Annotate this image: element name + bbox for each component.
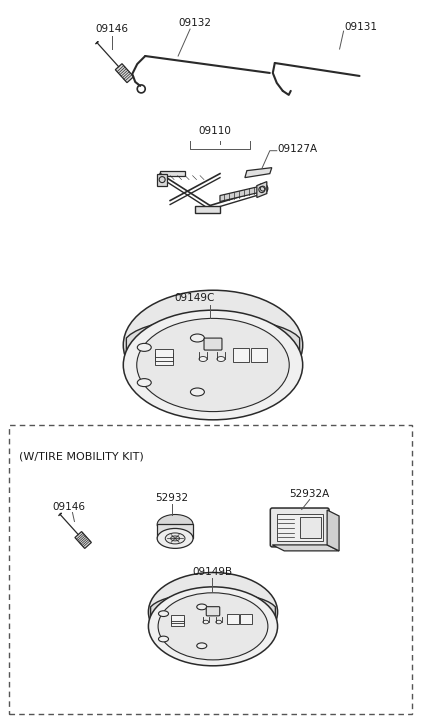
FancyBboxPatch shape bbox=[171, 618, 184, 624]
FancyBboxPatch shape bbox=[155, 349, 173, 357]
Ellipse shape bbox=[165, 533, 185, 544]
Text: 52932A: 52932A bbox=[290, 489, 330, 499]
Polygon shape bbox=[220, 185, 263, 201]
Polygon shape bbox=[75, 531, 91, 548]
Ellipse shape bbox=[149, 572, 277, 651]
Ellipse shape bbox=[199, 356, 207, 361]
Ellipse shape bbox=[137, 379, 151, 387]
Polygon shape bbox=[160, 171, 185, 176]
Ellipse shape bbox=[149, 587, 277, 666]
Bar bbox=[9, 425, 412, 714]
Text: 09127A: 09127A bbox=[278, 144, 318, 153]
Text: 09146: 09146 bbox=[96, 24, 129, 34]
Text: 09131: 09131 bbox=[344, 22, 378, 32]
Polygon shape bbox=[157, 524, 193, 539]
Ellipse shape bbox=[137, 318, 289, 411]
Ellipse shape bbox=[157, 529, 193, 548]
Polygon shape bbox=[151, 593, 275, 622]
Text: 09110: 09110 bbox=[199, 126, 232, 136]
FancyBboxPatch shape bbox=[155, 357, 173, 365]
Ellipse shape bbox=[123, 310, 303, 419]
Text: (W/TIRE MOBILITY KIT): (W/TIRE MOBILITY KIT) bbox=[19, 451, 144, 462]
Ellipse shape bbox=[171, 536, 180, 541]
Polygon shape bbox=[257, 182, 267, 198]
Polygon shape bbox=[245, 168, 272, 177]
FancyBboxPatch shape bbox=[171, 621, 184, 627]
Ellipse shape bbox=[190, 388, 204, 396]
FancyBboxPatch shape bbox=[227, 614, 239, 624]
FancyBboxPatch shape bbox=[270, 508, 329, 547]
Text: 09149C: 09149C bbox=[175, 293, 215, 303]
Polygon shape bbox=[272, 545, 339, 551]
Ellipse shape bbox=[217, 356, 225, 361]
Ellipse shape bbox=[137, 343, 151, 351]
FancyBboxPatch shape bbox=[277, 514, 323, 541]
Ellipse shape bbox=[157, 515, 193, 534]
Circle shape bbox=[258, 184, 268, 193]
Polygon shape bbox=[195, 206, 220, 214]
FancyBboxPatch shape bbox=[206, 606, 220, 616]
Polygon shape bbox=[115, 64, 133, 83]
Text: 52932: 52932 bbox=[156, 493, 189, 502]
Ellipse shape bbox=[158, 636, 168, 642]
Ellipse shape bbox=[216, 620, 221, 624]
FancyBboxPatch shape bbox=[251, 348, 267, 362]
FancyBboxPatch shape bbox=[300, 517, 320, 538]
FancyBboxPatch shape bbox=[204, 338, 222, 350]
FancyBboxPatch shape bbox=[155, 353, 173, 361]
Ellipse shape bbox=[197, 604, 207, 610]
Ellipse shape bbox=[197, 643, 207, 648]
Ellipse shape bbox=[158, 593, 268, 660]
Text: 09146: 09146 bbox=[52, 502, 85, 512]
Ellipse shape bbox=[158, 611, 168, 616]
Polygon shape bbox=[327, 510, 339, 551]
FancyBboxPatch shape bbox=[157, 174, 167, 185]
Ellipse shape bbox=[190, 334, 204, 342]
Text: 09132: 09132 bbox=[179, 18, 211, 28]
Text: 09149B: 09149B bbox=[192, 567, 232, 577]
Ellipse shape bbox=[123, 290, 303, 400]
Polygon shape bbox=[126, 318, 300, 358]
Ellipse shape bbox=[203, 620, 209, 624]
FancyBboxPatch shape bbox=[233, 348, 249, 362]
FancyBboxPatch shape bbox=[171, 615, 184, 621]
FancyBboxPatch shape bbox=[240, 614, 252, 624]
